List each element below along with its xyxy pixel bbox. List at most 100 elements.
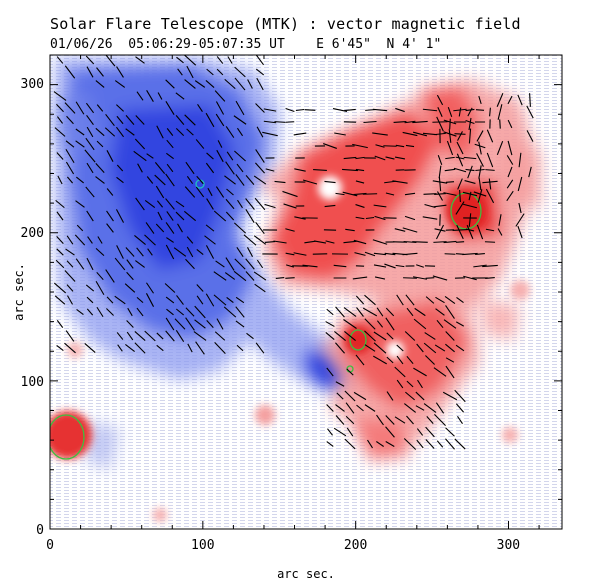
field-vector: [406, 415, 414, 425]
field-vector: [256, 259, 264, 269]
field-vector: [254, 283, 266, 293]
field-vector: [96, 104, 104, 112]
field-vector: [64, 270, 76, 282]
field-vector: [185, 258, 195, 270]
field-vector: [116, 115, 124, 125]
field-vector: [115, 126, 125, 138]
field-vector: [76, 309, 84, 315]
field-vector: [302, 179, 318, 185]
field-vector: [105, 114, 115, 126]
field-vector: [506, 190, 514, 202]
field-vector: [343, 307, 357, 317]
field-vector: [404, 215, 416, 221]
field-vector: [326, 404, 334, 412]
field-vector: [364, 330, 376, 342]
field-vector: [468, 213, 472, 227]
field-vector: [86, 308, 94, 316]
field-vector: [215, 101, 225, 115]
field-vector: [86, 114, 94, 126]
field-vector: [475, 253, 485, 255]
field-vector: [444, 168, 456, 172]
field-vector: [435, 224, 445, 240]
field-vector: [213, 294, 227, 306]
field-vector: [225, 257, 235, 271]
field-vector: [343, 240, 357, 244]
field-vector: [146, 176, 154, 184]
field-vector: [335, 381, 345, 387]
field-vector: [205, 224, 215, 232]
field-vector: [445, 156, 455, 160]
field-vector: [423, 403, 437, 413]
x-axis-label: arc sec.: [277, 567, 335, 581]
field-vector: [497, 228, 503, 236]
transverse-field-vectors: [53, 55, 534, 450]
field-vector: [125, 114, 135, 126]
field-vector: [136, 296, 144, 304]
field-vector: [456, 296, 464, 304]
field-vector: [85, 186, 95, 198]
field-vector: [416, 439, 424, 449]
field-vector: [64, 342, 76, 354]
field-vector: [136, 247, 144, 257]
field-vector: [156, 332, 164, 340]
field-vector: [406, 355, 414, 365]
field-vector: [435, 296, 445, 304]
field-vector: [385, 317, 395, 331]
field-vector: [255, 103, 265, 113]
field-vector: [147, 248, 153, 256]
field-vector: [85, 137, 95, 151]
field-vector: [403, 240, 417, 244]
field-vector: [285, 107, 295, 113]
field-vector: [435, 308, 445, 316]
field-vector: [432, 121, 448, 123]
field-vector: [343, 319, 357, 329]
field-vector: [364, 318, 376, 330]
field-vector: [175, 92, 185, 100]
field-vector: [285, 264, 295, 268]
field-vector: [355, 216, 365, 220]
field-vector: [186, 176, 194, 184]
field-vector: [235, 306, 245, 318]
field-vector: [334, 331, 346, 341]
field-vector: [467, 165, 473, 179]
field-vector: [233, 115, 247, 125]
field-vector: [154, 174, 166, 186]
field-vector: [75, 258, 85, 270]
field-vector: [85, 55, 95, 65]
field-vector: [186, 236, 194, 244]
field-vector: [96, 67, 104, 77]
field-vector: [263, 120, 277, 124]
field-vector: [246, 247, 254, 257]
field-vector: [447, 106, 453, 118]
field-vector: [184, 186, 196, 198]
field-vector: [235, 174, 245, 186]
field-vector: [326, 308, 334, 316]
field-vector: [175, 127, 185, 137]
field-vector: [256, 77, 264, 91]
field-vector: [402, 131, 418, 137]
field-vector: [105, 55, 116, 67]
field-vector: [336, 392, 344, 400]
field-vector: [236, 247, 244, 257]
field-vector: [285, 228, 295, 232]
field-vector: [175, 330, 185, 342]
field-vector: [445, 427, 455, 437]
field-vector: [353, 391, 367, 401]
field-vector: [64, 65, 76, 79]
field-vector: [184, 114, 196, 126]
field-vector: [55, 259, 65, 269]
field-vector: [324, 204, 336, 208]
field-vector: [155, 223, 165, 233]
field-vector: [434, 413, 446, 427]
field-vector: [293, 252, 307, 256]
field-vector: [425, 439, 435, 449]
field-vector: [499, 119, 501, 129]
field-vector: [335, 306, 345, 318]
field-vector: [385, 441, 395, 447]
field-vector: [206, 198, 214, 210]
field-vector: [457, 131, 463, 141]
field-vector: [364, 251, 376, 257]
field-vector: [413, 367, 427, 377]
field-vector: [56, 248, 64, 256]
field-vector: [434, 228, 446, 232]
